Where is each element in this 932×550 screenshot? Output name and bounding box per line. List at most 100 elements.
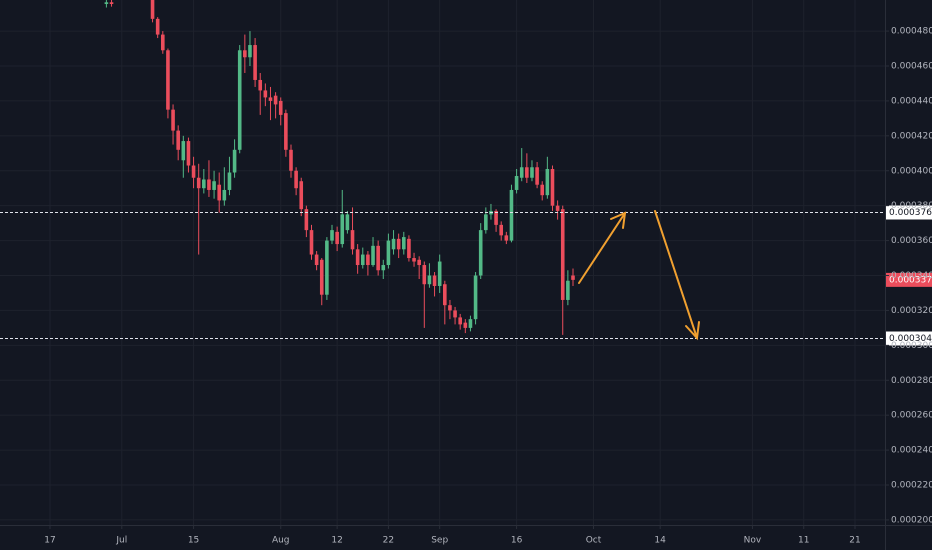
candle-body [540, 184, 545, 196]
arrow-up-head [610, 211, 627, 229]
candle-body [468, 319, 473, 328]
candle-body [376, 245, 380, 271]
candle-body [212, 181, 216, 190]
candle-body [350, 230, 355, 250]
x-tick-label: Jul [115, 536, 127, 546]
candle-body [104, 2, 109, 5]
projection-arrows [578, 210, 700, 341]
level-label-box [886, 205, 932, 220]
candle-body [560, 209, 565, 300]
candle-body [314, 254, 319, 266]
candle-body [155, 18, 160, 35]
arrow-down-head [685, 321, 700, 341]
candle-body [345, 214, 350, 231]
candle-body [109, 2, 114, 5]
levels: 0.0003761 0.0003043 0.0003375 [0, 205, 932, 346]
candle-body [407, 238, 411, 259]
x-tick-label: 22 [383, 536, 394, 546]
candle-body [196, 177, 201, 189]
candle-body [550, 169, 555, 206]
candle-body [237, 50, 242, 150]
grid [0, 0, 885, 525]
candle-body [473, 275, 478, 320]
candle-body [453, 310, 457, 318]
candle-body [325, 240, 329, 295]
candle-body [571, 275, 575, 280]
candle-body [248, 45, 252, 58]
candle-body [458, 317, 462, 325]
candle-body [263, 90, 268, 98]
candle-body [202, 179, 206, 189]
candle-body [371, 245, 375, 266]
candle-body [519, 167, 524, 178]
candle-body [386, 240, 391, 266]
x-tick-label: Nov [744, 536, 762, 546]
candle-body [355, 249, 360, 266]
candle-body [448, 305, 452, 311]
candle-body [207, 179, 211, 190]
candle-body [530, 167, 534, 178]
candle-body [432, 275, 437, 286]
x-tick-label: 16 [511, 536, 523, 546]
candle-body [278, 100, 283, 115]
candle-body [268, 97, 273, 101]
candle-body [463, 322, 468, 328]
candle-body [360, 254, 365, 266]
candle-body [437, 261, 442, 286]
candle-body [545, 169, 550, 196]
candle-body [243, 50, 247, 58]
x-tick-label: 17 [44, 536, 55, 546]
x-tick-label: 15 [188, 536, 199, 546]
x-tick-label: 11 [798, 536, 809, 546]
candle-body [176, 130, 180, 150]
candle-body [284, 113, 288, 150]
candle-body [186, 141, 191, 166]
candle-body [253, 45, 257, 80]
candle-body [396, 238, 401, 250]
candle-body [166, 50, 170, 110]
level-label: 0.0003761 [889, 208, 932, 218]
candle-body [381, 265, 386, 271]
candle-body [161, 34, 165, 51]
candle-body [366, 254, 370, 266]
candle-body [499, 224, 504, 236]
candle-body [391, 238, 396, 250]
x-tick-label: 14 [654, 536, 666, 546]
candle-body [232, 149, 237, 173]
candle-body [222, 189, 227, 201]
candle-body [191, 165, 196, 178]
candle-body [181, 141, 186, 161]
candle-body [401, 237, 406, 250]
candle-body [289, 149, 293, 171]
candle-body [294, 170, 298, 189]
last-price-label: 0.0003375 [889, 275, 932, 285]
candle-body [330, 230, 334, 241]
candle-body [273, 95, 278, 105]
candle-body [412, 258, 416, 262]
candle-body [484, 214, 488, 231]
candle-body [422, 265, 427, 285]
candle-body [304, 209, 309, 231]
candle-body [494, 210, 498, 225]
candle-body [443, 284, 447, 306]
candle-body [555, 205, 560, 211]
candle-body [340, 214, 345, 245]
level-label: 0.0003043 [889, 334, 932, 344]
arrow-down [654, 210, 698, 339]
candle-body [171, 109, 175, 131]
candle-body [504, 235, 509, 241]
candle-body [566, 280, 570, 300]
